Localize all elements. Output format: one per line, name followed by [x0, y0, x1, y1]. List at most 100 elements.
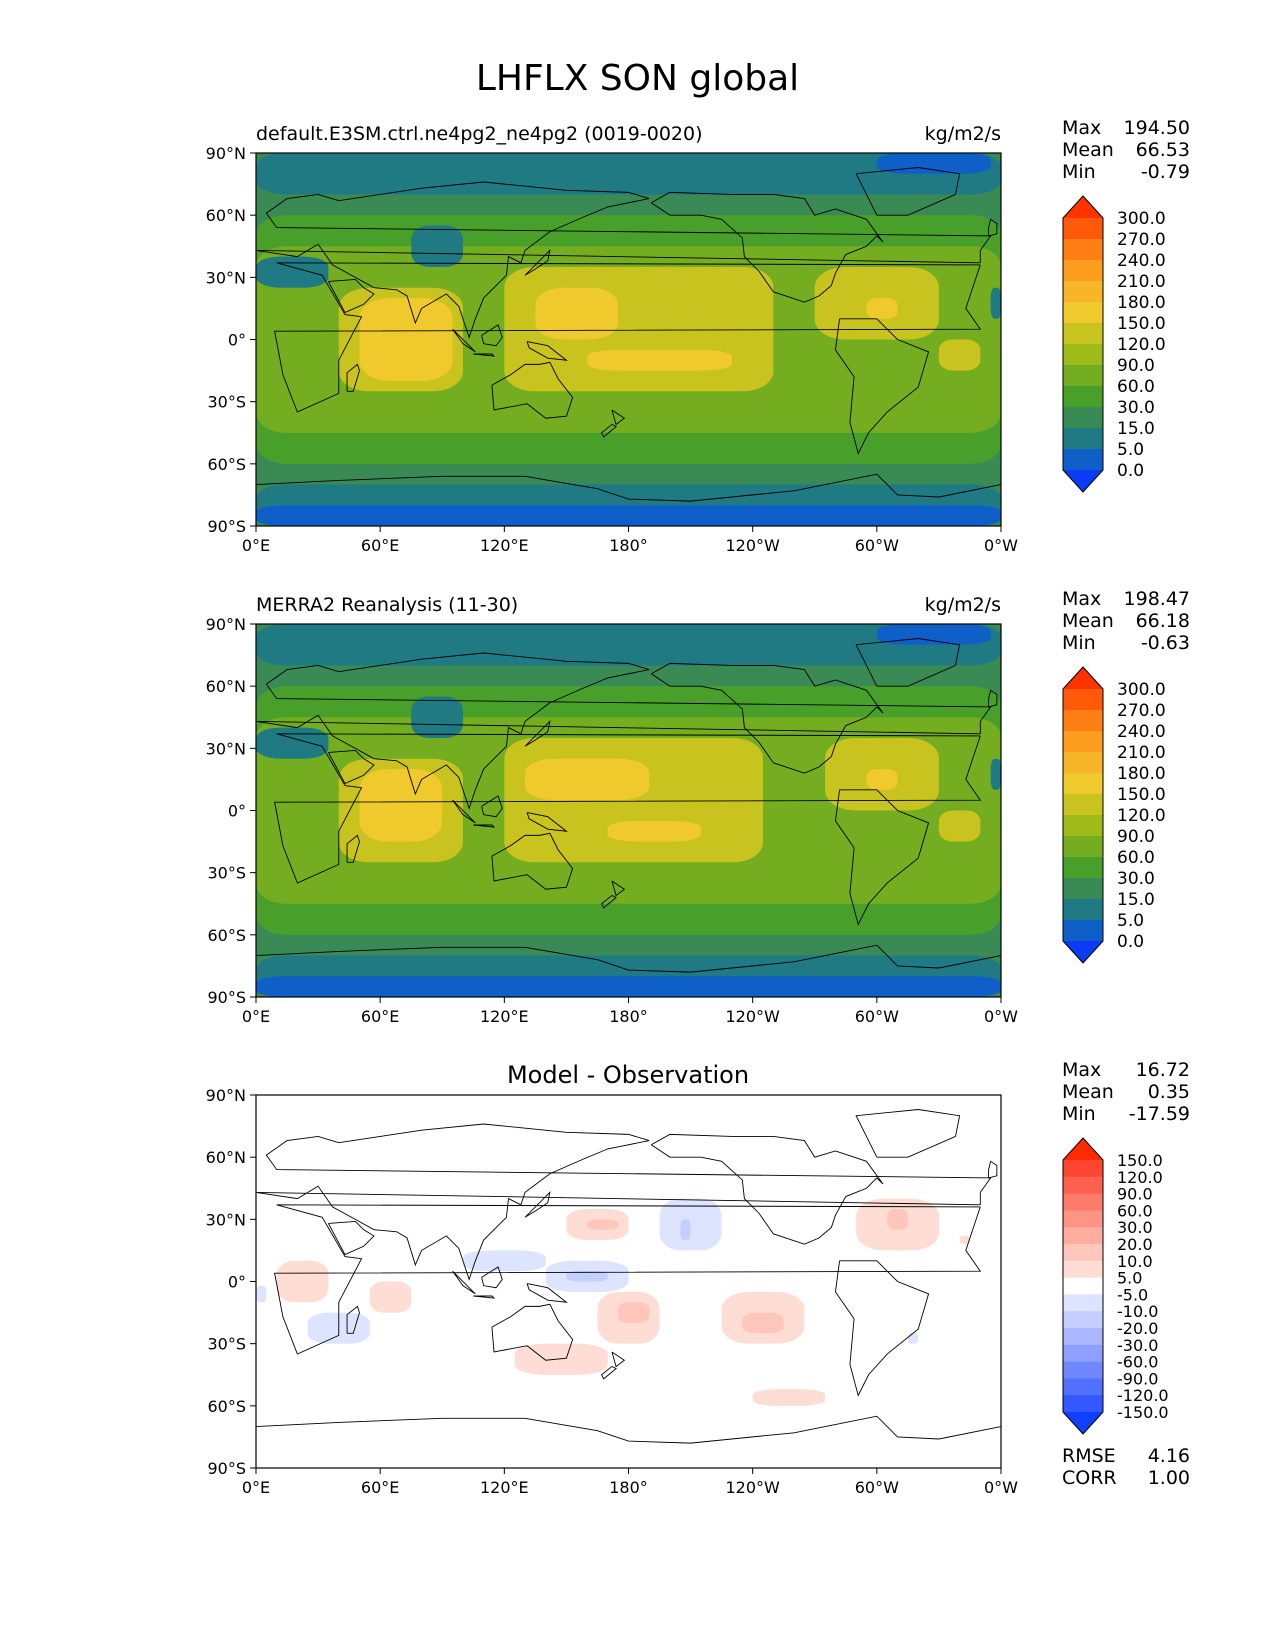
colorbar-label: 90.0	[1117, 356, 1155, 376]
lon-tick-label: 180°	[609, 1478, 648, 1497]
colorbar-band	[1063, 1277, 1103, 1295]
colorbar-band	[1063, 1344, 1103, 1363]
colorbar-label: 0.0	[1117, 932, 1144, 952]
coastline	[988, 1160, 998, 1179]
colorbar-band	[1063, 1378, 1103, 1396]
coastline	[651, 662, 884, 774]
stat-mean: Mean 66.18	[1062, 610, 1190, 632]
field-region	[814, 266, 939, 340]
stat-value: 66.53	[1135, 139, 1190, 161]
stat-label: Min	[1062, 161, 1096, 183]
lat-tick-label: 90°N	[206, 144, 246, 163]
map-frame	[255, 623, 1002, 998]
colorbar-label: 180.0	[1117, 764, 1166, 784]
colorbar-band	[1063, 239, 1103, 261]
field-region	[535, 287, 619, 340]
colorbar-label: -10.0	[1117, 1302, 1158, 1321]
stat-mean: Mean 0.35	[1062, 1081, 1190, 1103]
field-region	[411, 225, 463, 267]
colorbar-label: 120.0	[1117, 335, 1166, 355]
field-region	[907, 1333, 919, 1344]
lat-tick-label: 90°S	[207, 988, 246, 1007]
stat-mean: Mean 66.53	[1062, 139, 1190, 161]
stat-label: Mean	[1062, 610, 1114, 632]
field-region	[856, 1198, 939, 1251]
lat-tick-label: 90°N	[206, 615, 246, 634]
coastline	[988, 689, 998, 708]
colorbar-label: 300.0	[1117, 209, 1166, 229]
field-region	[938, 339, 981, 371]
colorbar-band	[1063, 1193, 1103, 1211]
stat-label: Max	[1062, 588, 1102, 610]
lat-tick-label: 60°N	[206, 1148, 246, 1167]
colorbar-label: 10.0	[1117, 1252, 1153, 1271]
colorbar-label: 0.0	[1117, 461, 1144, 481]
lat-tick-label: 0°	[228, 331, 246, 350]
colorbar-band	[1063, 1244, 1103, 1262]
map-frame	[255, 152, 1002, 527]
map-background	[256, 1095, 1001, 1468]
panel-title: Model - Observation	[506, 1061, 750, 1089]
stat-label: RMSE	[1062, 1445, 1116, 1467]
lon-tick-label: 60°E	[361, 536, 399, 555]
field-region	[607, 820, 701, 842]
colorbar-band	[1063, 428, 1103, 450]
stat-max: Max 16.72	[1062, 1059, 1190, 1081]
colorbar-band	[1063, 1227, 1103, 1245]
coastline	[346, 363, 360, 392]
colorbar-label: 270.0	[1117, 701, 1166, 721]
colorbar-band	[1063, 878, 1103, 900]
stat-max: Max 198.47	[1062, 588, 1190, 610]
stat-value: 16.72	[1135, 1059, 1190, 1081]
colorbar-label: 60.0	[1117, 377, 1155, 397]
coastline	[491, 832, 574, 890]
colorbar-band	[1063, 899, 1103, 921]
field-region	[256, 256, 329, 288]
field-region	[256, 484, 1001, 526]
coastline	[855, 638, 961, 687]
field-region	[256, 624, 1001, 997]
colorbar-label: -5.0	[1117, 1285, 1148, 1304]
lon-tick-label: 0°W	[984, 1007, 1018, 1026]
colorbar-label: 240.0	[1117, 251, 1166, 271]
field-region	[504, 737, 764, 863]
lat-tick-label: 60°S	[207, 455, 246, 474]
colorbar-label: 90.0	[1117, 1185, 1153, 1204]
colorbar-band	[1063, 1311, 1103, 1329]
field-region	[587, 1219, 619, 1230]
colorbar-label: 270.0	[1117, 230, 1166, 250]
colorbar-band	[1063, 836, 1103, 858]
colorbar-extend-max	[1063, 196, 1103, 218]
lon-tick-label: 120°E	[480, 536, 529, 555]
coastline	[524, 720, 551, 747]
lat-tick-label: 90°S	[207, 517, 246, 536]
coastline	[256, 181, 992, 339]
colorbar-band	[1063, 1361, 1103, 1379]
field-region	[256, 624, 1001, 666]
lon-tick-label: 180°	[609, 536, 648, 555]
lat-tick-label: 60°N	[206, 677, 246, 696]
coastline	[526, 1283, 568, 1303]
coastline	[651, 1133, 884, 1245]
field-region	[866, 769, 898, 790]
lon-tick-label: 60°E	[361, 1478, 399, 1497]
lon-tick-label: 180°	[609, 1007, 648, 1026]
colorbar-band	[1063, 1328, 1103, 1346]
field-region	[597, 1291, 660, 1344]
colorbar-band	[1063, 689, 1103, 711]
lon-tick-label: 60°E	[361, 1007, 399, 1026]
coastline	[274, 1204, 982, 1355]
coastline	[651, 191, 884, 303]
field-region	[462, 1250, 546, 1272]
field-region	[887, 1208, 908, 1230]
lon-tick-label: 120°W	[725, 536, 780, 555]
stat-value: 194.50	[1123, 117, 1190, 139]
stat-min: Min -0.63	[1062, 632, 1190, 654]
colorbar-label: 30.0	[1117, 398, 1155, 418]
colorbar-label: 5.0	[1117, 440, 1144, 460]
colorbar-label: 5.0	[1117, 1269, 1142, 1288]
field-region	[876, 624, 991, 645]
colorbar-band	[1063, 1260, 1103, 1279]
coastline	[346, 834, 360, 863]
